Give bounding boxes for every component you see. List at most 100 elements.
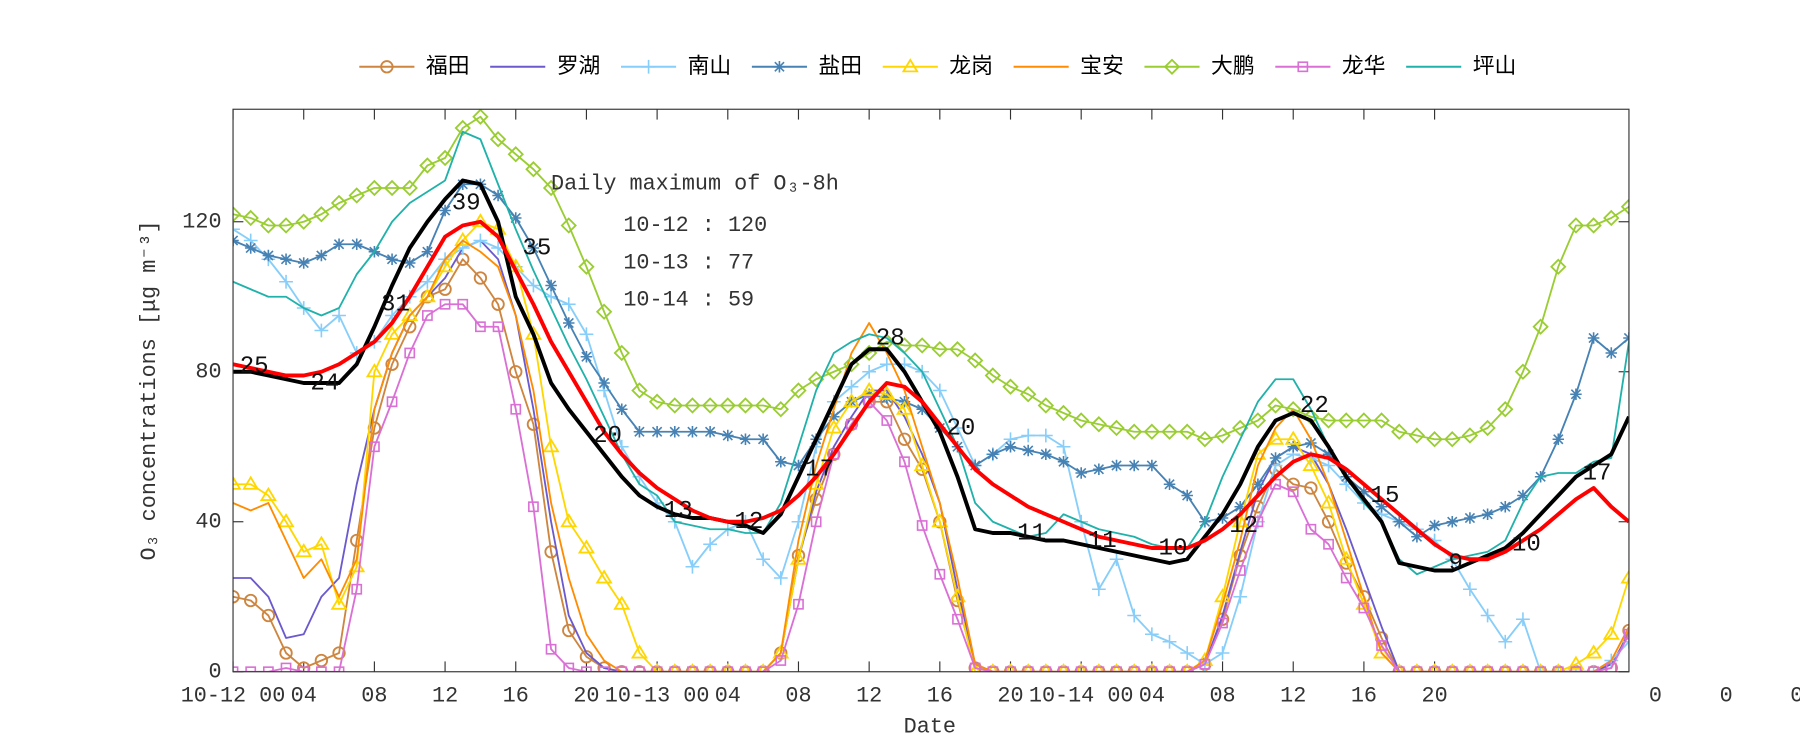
marker — [598, 666, 610, 672]
marker — [1588, 666, 1600, 672]
marker — [1109, 552, 1124, 567]
marker — [438, 282, 452, 296]
marker — [1146, 666, 1158, 672]
marker — [1481, 508, 1494, 520]
point-label: 10 — [1512, 532, 1541, 559]
marker — [1022, 663, 1034, 672]
marker — [1058, 663, 1069, 672]
x-tick-label: 04 — [291, 684, 317, 709]
series-line — [233, 228, 1629, 672]
marker — [439, 298, 451, 310]
marker — [792, 459, 805, 472]
legend-label: 龙华 — [1342, 54, 1386, 79]
marker — [297, 661, 311, 672]
marker — [259, 486, 277, 502]
marker — [492, 321, 504, 333]
marker — [1585, 644, 1603, 659]
marker — [454, 119, 471, 137]
marker — [403, 257, 416, 269]
marker — [687, 663, 698, 672]
annotation-line: 10-12 : 120 — [623, 213, 767, 238]
marker — [386, 396, 398, 408]
marker — [1570, 388, 1582, 400]
marker — [1516, 612, 1530, 627]
marker — [897, 432, 912, 446]
marker — [1040, 448, 1052, 460]
marker — [881, 415, 893, 426]
marker — [233, 475, 242, 490]
marker — [1337, 550, 1355, 565]
x-tick-label: 0 — [1720, 684, 1733, 709]
marker — [473, 233, 488, 248]
marker — [1093, 666, 1105, 672]
marker — [1461, 427, 1479, 444]
marker — [1532, 318, 1549, 335]
marker — [1411, 666, 1423, 672]
marker — [507, 146, 524, 163]
marker — [454, 231, 472, 247]
marker — [1338, 412, 1355, 429]
x-tick-label: 10-13 00 — [605, 684, 710, 709]
x-tick-label: 12 — [1280, 684, 1306, 709]
marker — [651, 663, 663, 672]
marker — [1075, 663, 1087, 672]
marker — [420, 274, 435, 289]
marker — [1517, 663, 1529, 672]
marker — [1394, 663, 1405, 672]
marker — [1093, 663, 1105, 672]
marker — [330, 194, 348, 212]
legend-label: 龙岗 — [949, 54, 993, 79]
marker — [277, 217, 295, 234]
marker — [807, 371, 825, 388]
x-tick-label: 20 — [997, 684, 1023, 709]
marker — [739, 433, 752, 445]
marker — [1444, 431, 1461, 448]
marker — [244, 593, 258, 608]
marker — [641, 59, 656, 74]
x-tick-label: 10-12 00 — [181, 684, 286, 709]
marker — [913, 456, 931, 472]
marker — [1498, 634, 1513, 649]
y-tick-label: 120 — [182, 210, 221, 235]
marker — [666, 397, 683, 414]
marker — [1605, 347, 1618, 359]
marker — [1040, 666, 1052, 672]
marker — [1055, 404, 1072, 422]
marker — [365, 363, 383, 378]
marker — [457, 298, 469, 310]
marker — [669, 663, 680, 672]
marker — [1553, 663, 1564, 672]
marker — [383, 325, 401, 340]
marker — [489, 131, 507, 148]
marker — [332, 308, 346, 323]
marker — [245, 666, 257, 672]
marker — [314, 653, 329, 668]
marker — [810, 516, 822, 528]
marker — [1231, 513, 1249, 528]
marker — [1196, 431, 1214, 448]
marker — [1287, 441, 1299, 453]
marker — [630, 644, 648, 659]
legend-item: 罗湖 — [490, 54, 600, 79]
marker — [757, 433, 769, 445]
marker — [895, 400, 913, 415]
marker — [492, 189, 504, 202]
point-label: 24 — [310, 370, 339, 397]
marker — [916, 403, 928, 415]
marker — [509, 365, 523, 379]
marker — [740, 663, 751, 672]
marker — [1037, 397, 1055, 414]
marker — [1127, 608, 1142, 623]
marker — [1603, 209, 1620, 227]
marker — [934, 568, 946, 580]
marker — [1408, 427, 1426, 444]
marker — [421, 246, 434, 258]
marker — [1428, 519, 1441, 532]
marker — [595, 303, 613, 320]
marker — [1302, 456, 1320, 472]
point-label: 9 — [1448, 550, 1462, 577]
marker — [439, 204, 451, 217]
marker — [1234, 565, 1246, 576]
marker — [1111, 663, 1122, 672]
